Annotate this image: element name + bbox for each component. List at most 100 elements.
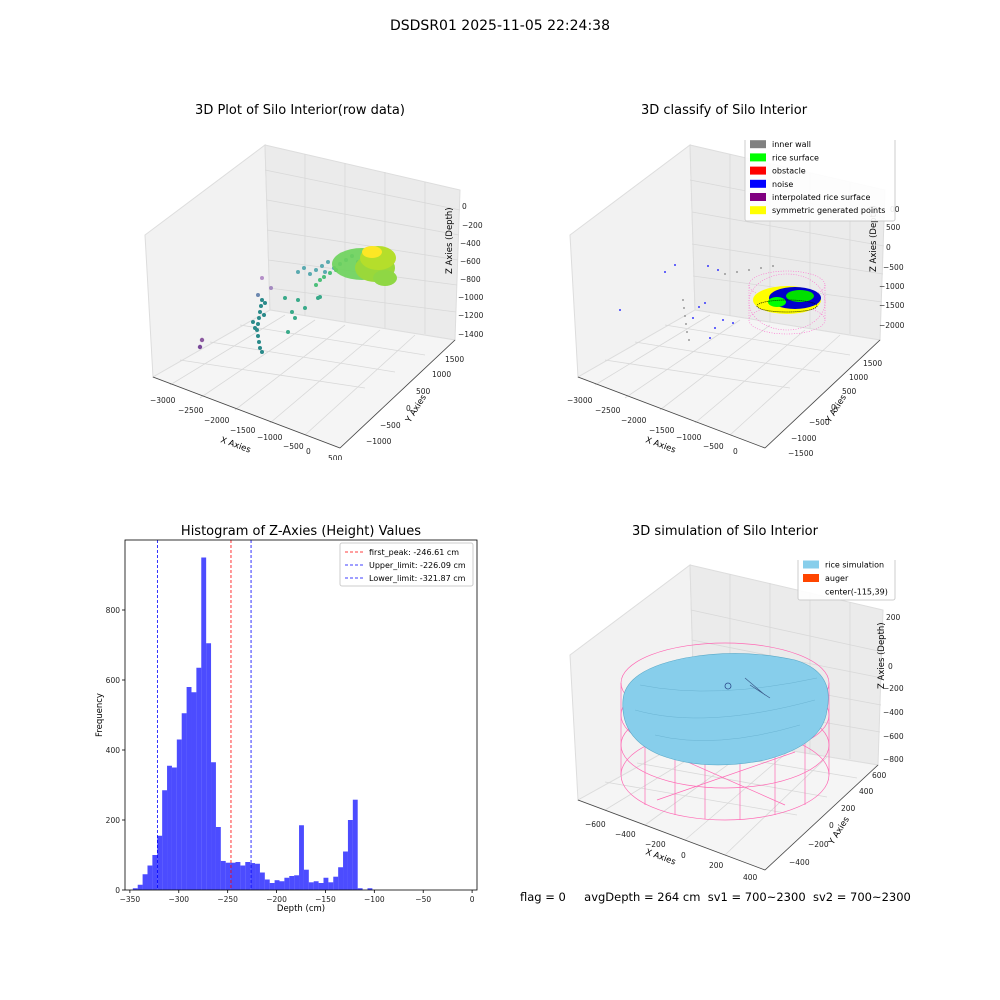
- panel1-xlabel: X Axies: [219, 435, 252, 455]
- tick: −600: [460, 257, 481, 266]
- histogram-bar: [157, 835, 163, 890]
- histogram-bar: [176, 739, 182, 890]
- tick: 200: [886, 613, 901, 622]
- legend-swatch: [750, 179, 766, 188]
- tick: 0: [733, 447, 738, 456]
- histogram-reference-lines: [156, 540, 252, 890]
- tick: −1500: [230, 426, 256, 435]
- tick: −2000: [879, 321, 905, 330]
- panel4-zlabel: Z Axies (Depth): [877, 622, 887, 689]
- tick: −500: [883, 263, 904, 272]
- panel2-title: 3D classify of Silo Interior: [640, 103, 808, 118]
- x-tick-label: −250: [217, 895, 238, 904]
- tick: −200: [808, 840, 829, 849]
- panel2-ylabel: Y Axies: [824, 393, 850, 426]
- panel4-z-ticks: 200 0 −200 −400 −600 −800: [883, 613, 904, 764]
- tick: 200: [841, 804, 856, 813]
- x-tick-label: −50: [415, 895, 431, 904]
- histogram-bar: [206, 643, 212, 890]
- tick: −400: [460, 239, 481, 248]
- histogram-bar: [259, 872, 265, 890]
- histogram-bar: [333, 876, 339, 890]
- figure-title: DSDSR01 2025-11-05 22:24:38: [389, 18, 610, 34]
- tick: −3000: [150, 396, 176, 405]
- histogram-bar: [132, 888, 138, 890]
- histogram-bar: [230, 862, 236, 890]
- tick: −600: [585, 820, 606, 829]
- y-tick-label: 400: [106, 746, 121, 755]
- histogram-bar: [181, 713, 187, 890]
- flag-text: flag = 0: [520, 890, 566, 904]
- legend-swatch: [750, 140, 766, 149]
- tick: 0: [888, 662, 893, 671]
- legend-swatch: [803, 560, 819, 569]
- histogram-bar: [220, 860, 226, 890]
- histogram-bar: [352, 799, 358, 890]
- panel1-title: 3D Plot of Silo Interior(row data): [195, 103, 405, 118]
- tick: −1500: [649, 426, 675, 435]
- legend-swatch: [750, 166, 766, 175]
- histogram-bar: [323, 877, 329, 890]
- x-tick-label: 0: [470, 895, 475, 904]
- histogram-bar: [279, 881, 285, 890]
- tick: −500: [283, 442, 304, 451]
- histogram-bar: [186, 687, 192, 890]
- tick: −400: [883, 708, 904, 717]
- histogram-bar: [245, 862, 251, 890]
- tick: −800: [460, 275, 481, 284]
- legend-label: symmetric generated points: [772, 206, 885, 215]
- sv1-text: sv1 = 700~2300: [707, 890, 806, 904]
- histogram-bar: [289, 876, 295, 890]
- tick: 0: [829, 821, 834, 830]
- tick: −1000: [791, 434, 817, 443]
- histogram-bar: [201, 557, 207, 890]
- panel4-rice-surface: [622, 653, 829, 766]
- tick: −200: [645, 840, 666, 849]
- tick: 0: [406, 404, 411, 413]
- tick: 500: [416, 387, 431, 396]
- x-tick-label: −150: [315, 895, 336, 904]
- tick: 0: [306, 447, 311, 456]
- legend-label: inner wall: [772, 140, 811, 149]
- tick: 500: [842, 387, 857, 396]
- panel1-axis-lines: [152, 339, 456, 449]
- y-tick-label: 0: [115, 886, 120, 895]
- sv2-text: sv2 = 700~2300: [812, 890, 911, 904]
- histogram-bar: [255, 863, 260, 890]
- panel1-3d-axes: −3000 −2500 −2000 −1500 −1000 −500 0 500…: [144, 144, 484, 460]
- tick: −1000: [458, 293, 484, 302]
- tick: 400: [859, 787, 874, 796]
- histogram-bar: [299, 825, 304, 890]
- tick: 1000: [432, 370, 451, 379]
- histogram-bar: [162, 790, 168, 890]
- status-footer: flag = 0 avgDepth = 264 cm sv1 = 700~230…: [520, 890, 911, 904]
- panel4-axis-lines: [577, 764, 879, 871]
- tick: −1500: [879, 301, 905, 310]
- tick: −500: [809, 418, 830, 427]
- tick: −1500: [788, 449, 814, 458]
- tick: −3000: [567, 396, 593, 405]
- tick: −800: [883, 755, 904, 764]
- tick: −600: [883, 732, 904, 741]
- histogram-bar: [308, 882, 314, 890]
- panel2-y-ticks: −1500 −1000 −500 0 500 1000 1500: [788, 359, 882, 458]
- histogram-bar: [196, 667, 202, 890]
- histogram-bar: [211, 762, 216, 890]
- legend-label: Lower_limit: -321.87 cm: [369, 574, 466, 583]
- tick: 1500: [445, 355, 464, 364]
- panel3-title: Histogram of Z-Axies (Height) Values: [180, 524, 422, 539]
- histogram-bar: [343, 851, 348, 890]
- histogram-bar: [171, 767, 177, 890]
- panel3-histogram: −350 −300 −250 −200 −150 −100 −50 0 0 200 400 600 8…: [95, 539, 478, 914]
- histogram-bar: [357, 888, 363, 890]
- tick: −400: [615, 830, 636, 839]
- tick: 400: [743, 873, 758, 882]
- legend-label: auger: [825, 574, 849, 583]
- tick: 0: [831, 403, 836, 412]
- y-tick-label: 600: [106, 676, 121, 685]
- x-tick-label: −350: [120, 895, 141, 904]
- histogram-bar: [240, 865, 246, 890]
- histogram-bar: [235, 862, 241, 890]
